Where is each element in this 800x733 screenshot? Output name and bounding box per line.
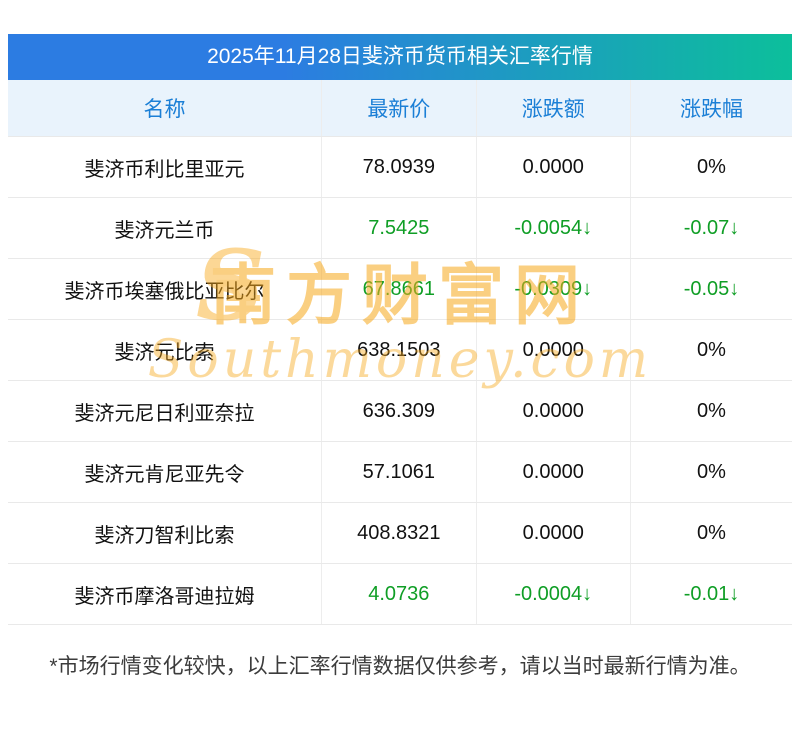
currency-pair-name: 斐济元兰币 [8, 197, 323, 259]
change-amount: -0.0309↓ [476, 258, 631, 320]
latest-price: 67.8661 [321, 258, 477, 320]
change-percent: -0.05↓ [630, 258, 792, 320]
latest-price: 408.8321 [321, 502, 477, 564]
change-amount: 0.0000 [476, 380, 631, 442]
latest-price: 7.5425 [321, 197, 477, 259]
change-percent: -0.07↓ [630, 197, 792, 259]
currency-pair-name: 斐济币埃塞俄比亚比尔 [8, 258, 323, 320]
currency-pair-name: 斐济元比索 [8, 319, 323, 381]
latest-price: 638.1503 [321, 319, 477, 381]
col-header-pct: 涨跌幅 [630, 80, 792, 137]
table-row: 斐济元兰币 7.5425 -0.0054↓ -0.07↓ [8, 197, 792, 259]
table-row: 斐济币摩洛哥迪拉姆 4.0736 -0.0004↓ -0.01↓ [8, 563, 792, 625]
currency-pair-name: 斐济币摩洛哥迪拉姆 [8, 563, 323, 625]
currency-pair-name: 斐济元尼日利亚奈拉 [8, 380, 323, 442]
change-percent: 0% [630, 136, 792, 198]
latest-price: 78.0939 [321, 136, 477, 198]
currency-pair-name: 斐济元肯尼亚先令 [8, 441, 323, 503]
table-header-row: 名称 最新价 涨跌额 涨跌幅 [8, 80, 792, 137]
change-amount: 0.0000 [476, 441, 631, 503]
change-amount: 0.0000 [476, 502, 631, 564]
table-row: 斐济元尼日利亚奈拉 636.309 0.0000 0% [8, 380, 792, 442]
latest-price: 4.0736 [321, 563, 477, 625]
exchange-rate-table: 名称 最新价 涨跌额 涨跌幅 斐济币利比里亚元 78.0939 0.0000 0… [8, 80, 792, 625]
table-row: 斐济刀智利比索 408.8321 0.0000 0% [8, 502, 792, 564]
change-percent: 0% [630, 319, 792, 381]
change-percent: -0.01↓ [630, 563, 792, 625]
col-header-name: 名称 [8, 80, 323, 137]
table-row: 斐济元比索 638.1503 0.0000 0% [8, 319, 792, 381]
table-row: 斐济元肯尼亚先令 57.1061 0.0000 0% [8, 441, 792, 503]
col-header-price: 最新价 [321, 80, 477, 137]
disclaimer-note: *市场行情变化较快，以上汇率行情数据仅供参考，请以当时最新行情为准。 [49, 655, 751, 678]
change-percent: 0% [630, 441, 792, 503]
col-header-change: 涨跌额 [476, 80, 631, 137]
change-percent: 0% [630, 380, 792, 442]
change-percent: 0% [630, 502, 792, 564]
page-title: 2025年11月28日斐济币货币相关汇率行情 [8, 34, 792, 80]
change-amount: 0.0000 [476, 136, 631, 198]
latest-price: 57.1061 [321, 441, 477, 503]
change-amount: 0.0000 [476, 319, 631, 381]
change-amount: -0.0004↓ [476, 563, 631, 625]
latest-price: 636.309 [321, 380, 477, 442]
table-row: 斐济币利比里亚元 78.0939 0.0000 0% [8, 136, 792, 198]
currency-pair-name: 斐济币利比里亚元 [8, 136, 323, 198]
change-amount: -0.0054↓ [476, 197, 631, 259]
currency-pair-name: 斐济刀智利比索 [8, 502, 323, 564]
table-row: 斐济币埃塞俄比亚比尔 67.8661 -0.0309↓ -0.05↓ [8, 258, 792, 320]
